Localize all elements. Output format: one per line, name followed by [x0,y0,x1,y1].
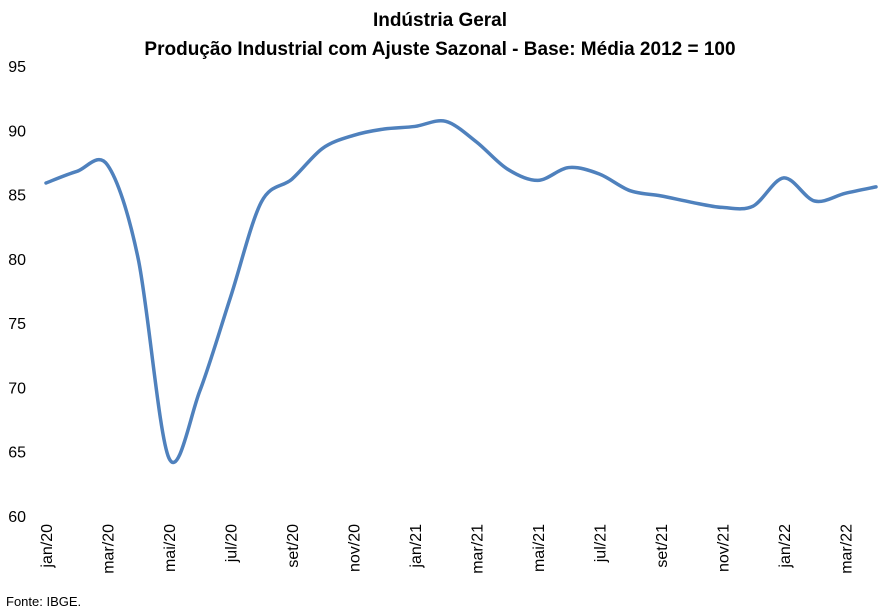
y-tick-label: 65 [8,445,26,462]
x-tick-label: mai/20 [162,524,179,572]
x-tick-label: jan/20 [39,524,56,569]
y-axis: 60 65 70 75 80 85 90 95 [8,59,26,526]
y-tick-label: 90 [8,123,26,140]
x-axis: jan/20 mar/20 mai/20 jul/20 set/20 nov/20 jan/… [39,524,855,574]
x-tick-label: mar/20 [100,524,117,574]
x-tick-label: mai/21 [531,524,548,572]
y-tick-label: 85 [8,188,26,205]
x-tick-label: mar/22 [838,524,855,574]
x-tick-label: mar/21 [469,524,486,574]
series-layer [44,119,878,464]
y-tick-label: 80 [8,252,26,269]
source-note: Fonte: IBGE. [6,594,82,609]
y-tick-label: 95 [8,59,26,76]
y-tick-label: 60 [8,509,26,526]
chart-title: Indústria Geral [373,10,507,31]
series-line [44,119,878,464]
x-tick-label: jul/20 [223,524,240,563]
x-tick-label: set/21 [654,524,671,568]
x-tick-label: jan/21 [408,524,425,569]
x-tick-label: jan/22 [777,524,794,569]
chart-subtitle: Produção Industrial com Ajuste Sazonal -… [144,39,735,60]
x-tick-label: nov/20 [346,524,363,572]
x-tick-label: set/20 [285,524,302,568]
y-tick-label: 75 [8,316,26,333]
y-tick-label: 70 [8,380,26,397]
x-tick-label: jul/21 [592,524,609,563]
x-tick-label: nov/21 [715,524,732,572]
